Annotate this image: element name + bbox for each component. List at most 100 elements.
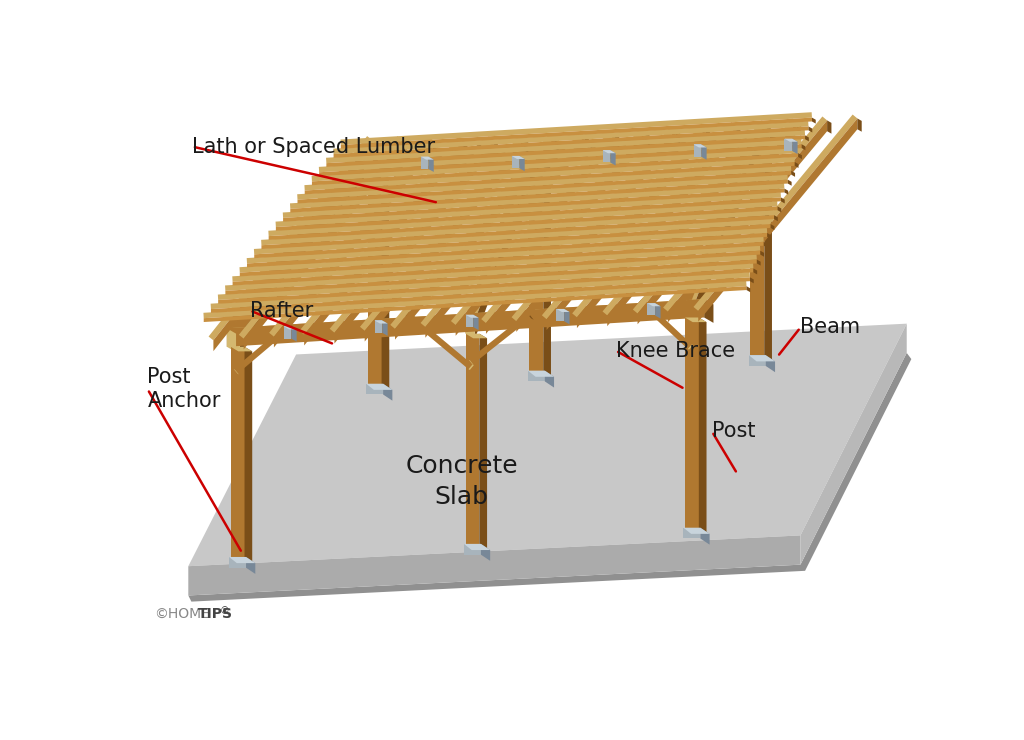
Polygon shape	[456, 134, 614, 336]
Polygon shape	[402, 140, 407, 153]
Polygon shape	[275, 192, 781, 227]
Polygon shape	[602, 150, 615, 153]
Polygon shape	[556, 309, 569, 312]
Polygon shape	[364, 130, 770, 173]
Text: ®: ®	[220, 606, 229, 616]
Polygon shape	[469, 360, 474, 366]
Polygon shape	[230, 155, 377, 334]
Polygon shape	[360, 135, 524, 331]
Polygon shape	[607, 124, 767, 326]
Polygon shape	[375, 320, 388, 323]
Polygon shape	[655, 303, 660, 319]
Polygon shape	[229, 557, 255, 563]
Polygon shape	[781, 198, 784, 204]
Polygon shape	[229, 557, 246, 568]
Polygon shape	[519, 156, 524, 171]
Polygon shape	[421, 150, 428, 156]
Polygon shape	[544, 162, 551, 377]
Polygon shape	[516, 130, 676, 332]
Polygon shape	[284, 326, 297, 329]
Polygon shape	[703, 132, 711, 138]
Text: Beam: Beam	[801, 317, 860, 337]
Polygon shape	[633, 118, 797, 314]
Polygon shape	[757, 260, 761, 266]
Polygon shape	[494, 140, 498, 153]
Polygon shape	[188, 353, 911, 602]
Polygon shape	[239, 136, 402, 339]
Polygon shape	[244, 140, 402, 349]
Polygon shape	[304, 140, 463, 346]
Polygon shape	[614, 134, 620, 147]
Polygon shape	[760, 251, 764, 257]
Polygon shape	[693, 115, 857, 311]
Polygon shape	[367, 384, 383, 394]
Polygon shape	[777, 206, 781, 212]
Polygon shape	[226, 299, 705, 347]
Polygon shape	[698, 118, 857, 322]
Polygon shape	[481, 544, 490, 561]
Polygon shape	[529, 162, 544, 372]
Polygon shape	[289, 323, 295, 329]
Polygon shape	[290, 175, 787, 209]
Polygon shape	[532, 188, 538, 194]
Polygon shape	[554, 138, 558, 151]
Polygon shape	[283, 189, 784, 222]
Polygon shape	[545, 371, 554, 388]
Polygon shape	[638, 298, 645, 304]
Polygon shape	[318, 139, 802, 172]
Polygon shape	[764, 149, 772, 361]
Polygon shape	[299, 136, 463, 334]
Text: Concrete
Slab: Concrete Slab	[406, 454, 518, 509]
Polygon shape	[327, 135, 805, 167]
Polygon shape	[291, 326, 297, 342]
Polygon shape	[746, 286, 751, 292]
Polygon shape	[647, 303, 655, 315]
Text: TIPS: TIPS	[199, 607, 233, 621]
Polygon shape	[577, 126, 736, 328]
Polygon shape	[240, 242, 764, 277]
Polygon shape	[284, 326, 291, 338]
Polygon shape	[638, 298, 692, 349]
Polygon shape	[532, 192, 538, 198]
Polygon shape	[218, 269, 754, 304]
Polygon shape	[524, 140, 528, 152]
Polygon shape	[240, 237, 764, 272]
Polygon shape	[463, 140, 468, 153]
Polygon shape	[466, 144, 529, 334]
Polygon shape	[512, 156, 519, 168]
Polygon shape	[774, 215, 778, 221]
Polygon shape	[372, 140, 376, 153]
Polygon shape	[688, 344, 693, 350]
Polygon shape	[334, 127, 809, 158]
Polygon shape	[268, 206, 777, 240]
Polygon shape	[326, 130, 805, 163]
Polygon shape	[395, 138, 554, 340]
Polygon shape	[529, 162, 551, 166]
Polygon shape	[403, 311, 411, 317]
Polygon shape	[542, 124, 706, 319]
Polygon shape	[464, 544, 481, 555]
Polygon shape	[218, 263, 754, 300]
Polygon shape	[428, 157, 434, 172]
Polygon shape	[247, 228, 767, 263]
Polygon shape	[749, 355, 775, 361]
Polygon shape	[475, 143, 482, 149]
Polygon shape	[433, 140, 437, 153]
Polygon shape	[564, 309, 569, 324]
Polygon shape	[479, 334, 487, 550]
Polygon shape	[475, 149, 539, 339]
Polygon shape	[421, 157, 434, 160]
Text: Post: Post	[712, 422, 756, 442]
Polygon shape	[421, 132, 585, 327]
Polygon shape	[809, 127, 812, 132]
Polygon shape	[638, 122, 797, 324]
Polygon shape	[225, 255, 757, 291]
Polygon shape	[753, 180, 759, 185]
Polygon shape	[375, 320, 382, 333]
Polygon shape	[784, 138, 793, 151]
Polygon shape	[230, 329, 240, 352]
Polygon shape	[246, 557, 255, 574]
Polygon shape	[275, 198, 781, 231]
Polygon shape	[211, 272, 750, 309]
Polygon shape	[368, 173, 382, 386]
